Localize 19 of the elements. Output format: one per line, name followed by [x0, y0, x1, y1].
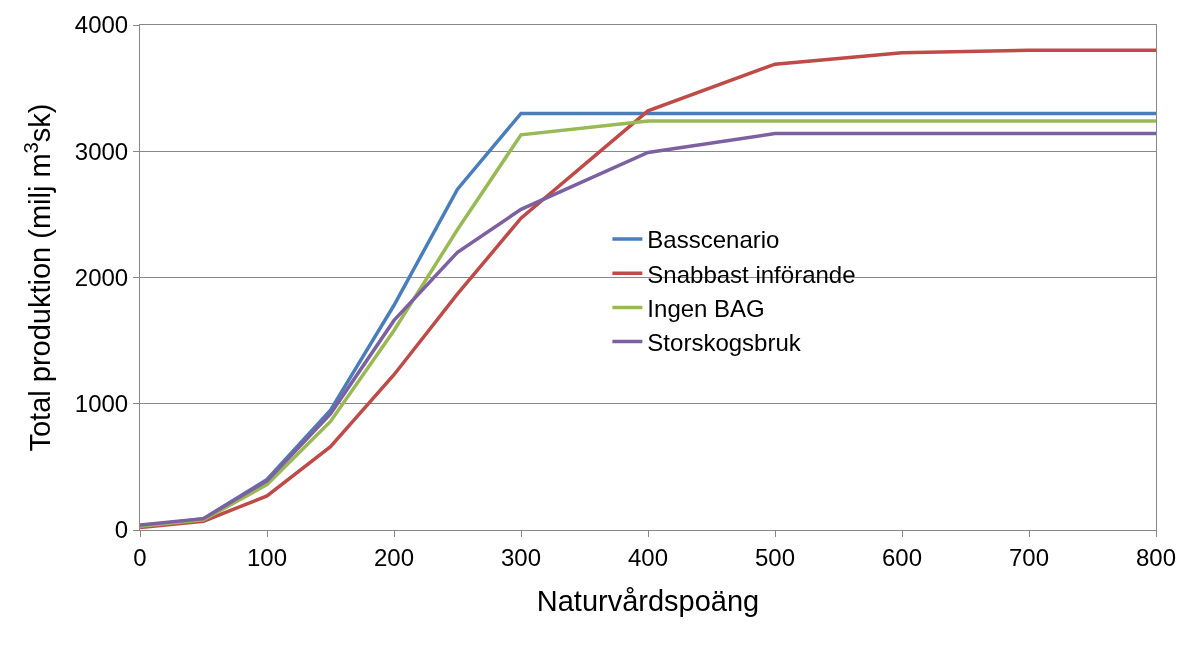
- y-tick-label: 1000: [74, 390, 129, 418]
- legend-label: Snabbast införande: [647, 260, 856, 288]
- x-tick-label: 500: [754, 543, 796, 571]
- legend-label: Storskogsbruk: [647, 328, 802, 356]
- legend-label: Basscenario: [647, 226, 780, 254]
- x-tick-label: 100: [246, 543, 288, 571]
- x-tick-label: 300: [500, 543, 542, 571]
- y-tick-label: 4000: [74, 11, 129, 39]
- x-tick-label: 200: [373, 543, 415, 571]
- y-tick-label: 0: [114, 516, 129, 544]
- y-tick-label: 2000: [74, 263, 129, 291]
- x-tick-label: 800: [1135, 543, 1177, 571]
- y-tick-label: 3000: [74, 137, 129, 165]
- legend-label: Ingen BAG: [647, 294, 765, 322]
- x-axis-title: Naturvårdspoäng: [536, 584, 760, 617]
- x-tick-label: 700: [1008, 543, 1050, 571]
- x-tick-label: 0: [133, 543, 147, 571]
- x-tick-label: 400: [627, 543, 669, 571]
- x-tick-label: 600: [881, 543, 923, 571]
